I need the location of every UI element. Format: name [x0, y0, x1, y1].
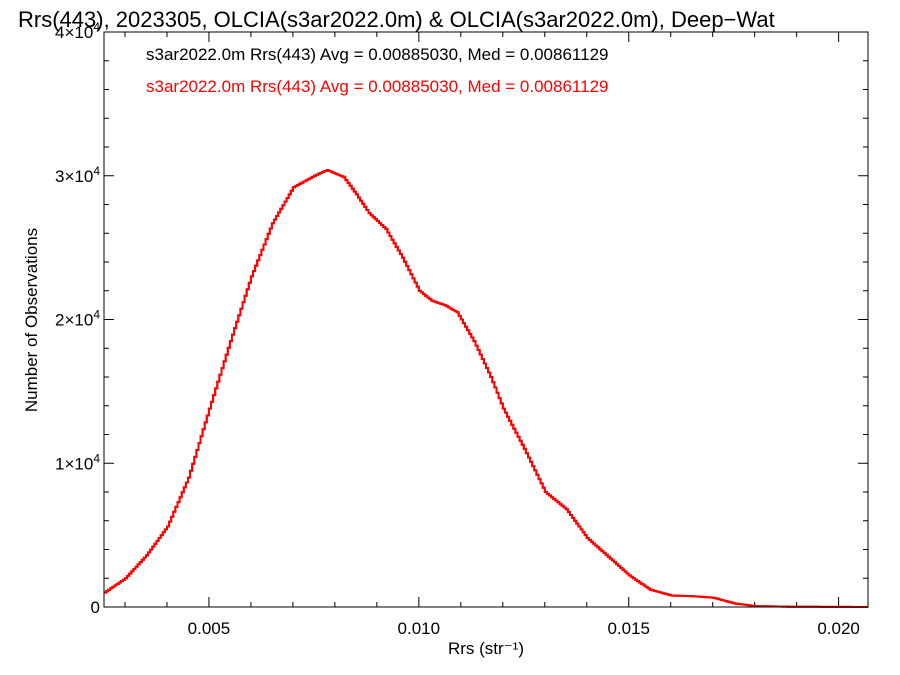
x-axis-label: Rrs (str⁻¹) — [448, 639, 524, 658]
y-tick-label: 4×104 — [55, 20, 100, 42]
series-line-1 — [104, 169, 868, 608]
x-tick-label: 0.020 — [817, 619, 860, 638]
chart-title: Rrs(443), 2023305, OLCIA(s3ar2022.0m) & … — [18, 7, 775, 32]
annotation-red: s3ar2022.0m Rrs(443) Avg = 0.00885030, M… — [146, 77, 608, 96]
tick-labels: 0.005 0.010 0.015 0.020 0 1×104 2×104 3×104 4×10… — [55, 20, 860, 638]
y-tick-label: 2×104 — [55, 308, 100, 330]
x-tick-label: 0.015 — [607, 619, 650, 638]
annotation-black: s3ar2022.0m Rrs(443) Avg = 0.00885030, M… — [146, 45, 608, 64]
x-tick-label: 0.010 — [398, 619, 441, 638]
y-axis-label: Number of Observations — [22, 228, 41, 412]
y-tick-label: 1×104 — [55, 451, 100, 473]
y-tick-label: 0 — [91, 598, 100, 617]
series-layer — [104, 169, 868, 608]
plot-frame — [103, 31, 869, 608]
x-tick-label: 0.005 — [188, 619, 231, 638]
y-tick-label: 3×104 — [55, 164, 100, 186]
